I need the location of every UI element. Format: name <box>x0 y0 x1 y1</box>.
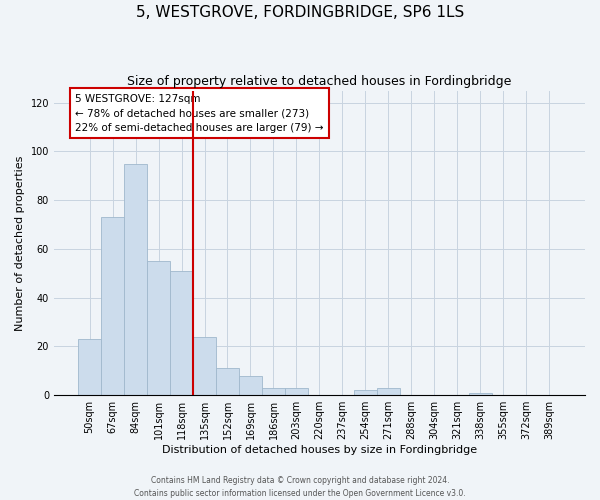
Bar <box>124 164 147 395</box>
Bar <box>239 376 262 395</box>
Bar <box>193 336 216 395</box>
Bar <box>170 271 193 395</box>
Bar <box>78 339 101 395</box>
Bar <box>285 388 308 395</box>
Text: 5, WESTGROVE, FORDINGBRIDGE, SP6 1LS: 5, WESTGROVE, FORDINGBRIDGE, SP6 1LS <box>136 5 464 20</box>
Bar <box>262 388 285 395</box>
Y-axis label: Number of detached properties: Number of detached properties <box>15 155 25 330</box>
Text: Contains HM Land Registry data © Crown copyright and database right 2024.
Contai: Contains HM Land Registry data © Crown c… <box>134 476 466 498</box>
Bar <box>101 218 124 395</box>
Title: Size of property relative to detached houses in Fordingbridge: Size of property relative to detached ho… <box>127 75 512 88</box>
Bar <box>147 261 170 395</box>
Text: 5 WESTGROVE: 127sqm
← 78% of detached houses are smaller (273)
22% of semi-detac: 5 WESTGROVE: 127sqm ← 78% of detached ho… <box>75 94 323 133</box>
Bar <box>377 388 400 395</box>
Bar <box>216 368 239 395</box>
X-axis label: Distribution of detached houses by size in Fordingbridge: Distribution of detached houses by size … <box>162 445 477 455</box>
Bar <box>354 390 377 395</box>
Bar <box>469 393 492 395</box>
